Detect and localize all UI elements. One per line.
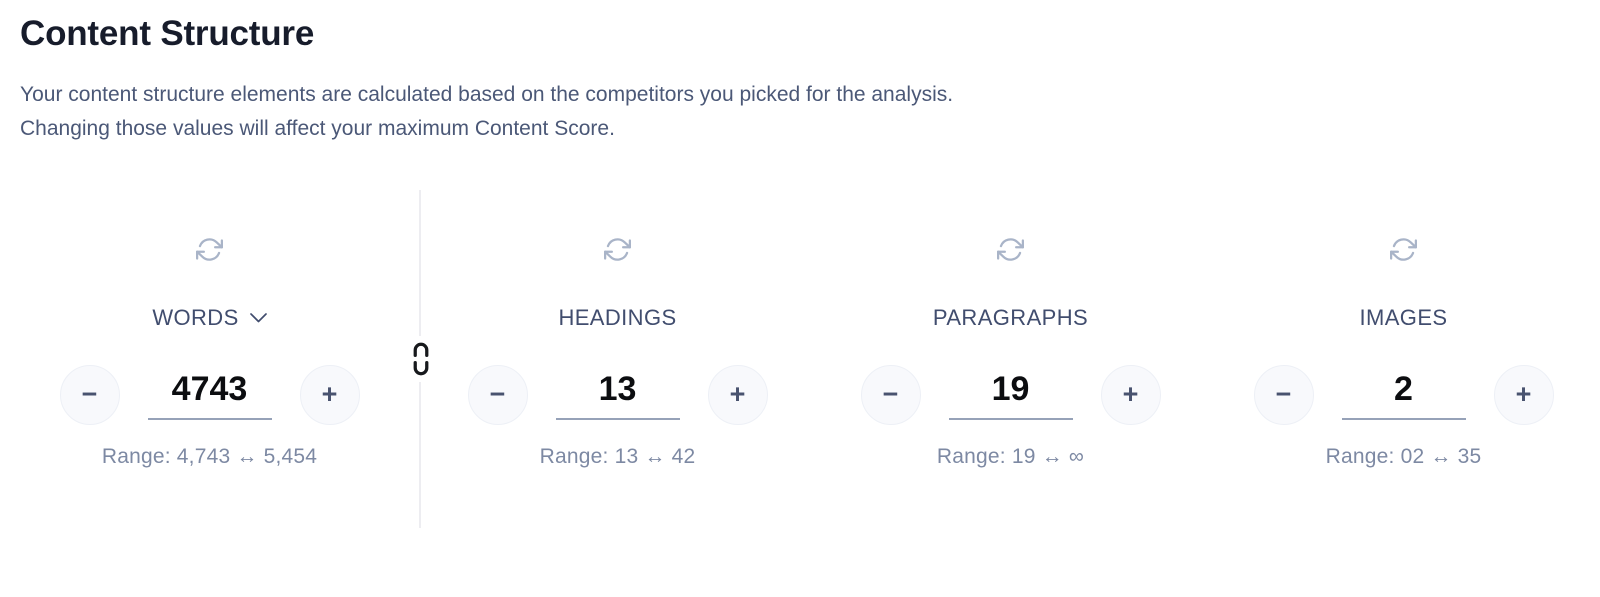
words-label-dropdown[interactable]: WORDS bbox=[152, 305, 267, 331]
refresh-icon bbox=[1390, 237, 1417, 261]
words-label: WORDS bbox=[152, 305, 239, 330]
paragraphs-stepper: − + bbox=[860, 365, 1161, 425]
page-description: Your content structure elements are calc… bbox=[20, 78, 1580, 146]
column-paragraphs: PARAGRAPHS − + Range: 19 ↔ ∞ bbox=[814, 190, 1207, 528]
words-reset-button[interactable] bbox=[196, 235, 224, 263]
column-images: IMAGES − + Range: 02 ↔ 35 bbox=[1207, 190, 1600, 528]
paragraphs-label: PARAGRAPHS bbox=[933, 305, 1088, 331]
headings-decrement-button[interactable]: − bbox=[467, 365, 528, 425]
images-decrement-button[interactable]: − bbox=[1253, 365, 1314, 425]
refresh-icon bbox=[196, 237, 223, 261]
words-value-input[interactable] bbox=[147, 370, 272, 420]
headings-label: HEADINGS bbox=[558, 305, 676, 331]
images-stepper: − + bbox=[1253, 365, 1554, 425]
words-range: Range: 4,743 ↔ 5,454 bbox=[101, 445, 318, 468]
link-icon bbox=[413, 342, 429, 376]
images-reset-button[interactable] bbox=[1390, 235, 1418, 263]
words-stepper: − + bbox=[59, 365, 360, 425]
content-structure-header: Content Structure Your content structure… bbox=[0, 0, 1600, 146]
description-line-2: Changing those values will affect your m… bbox=[20, 117, 615, 140]
paragraphs-increment-button[interactable]: + bbox=[1100, 365, 1161, 425]
paragraphs-range: Range: 19 ↔ ∞ bbox=[936, 445, 1085, 468]
content-structure-controls: WORDS − + Range: 4,743 ↔ 5,454 HEADINGS … bbox=[0, 190, 1600, 528]
images-increment-button[interactable]: + bbox=[1493, 365, 1554, 425]
headings-label-text: HEADINGS bbox=[558, 305, 677, 330]
words-decrement-button[interactable]: − bbox=[59, 365, 120, 425]
link-values-toggle[interactable] bbox=[408, 336, 434, 382]
refresh-icon bbox=[604, 237, 631, 261]
column-words: WORDS − + Range: 4,743 ↔ 5,454 bbox=[0, 190, 421, 528]
images-range: Range: 02 ↔ 35 bbox=[1325, 445, 1482, 468]
page-title: Content Structure bbox=[20, 14, 315, 53]
headings-value-input[interactable] bbox=[555, 370, 680, 420]
paragraphs-decrement-button[interactable]: − bbox=[860, 365, 921, 425]
refresh-icon bbox=[997, 237, 1024, 261]
images-label-text: IMAGES bbox=[1359, 305, 1448, 330]
headings-reset-button[interactable] bbox=[604, 235, 632, 263]
chevron-down-icon bbox=[249, 313, 267, 323]
column-headings: HEADINGS − + Range: 13 ↔ 42 bbox=[421, 190, 814, 528]
words-increment-button[interactable]: + bbox=[299, 365, 360, 425]
paragraphs-reset-button[interactable] bbox=[997, 235, 1025, 263]
headings-increment-button[interactable]: + bbox=[707, 365, 768, 425]
headings-range: Range: 13 ↔ 42 bbox=[539, 445, 696, 468]
paragraphs-value-input[interactable] bbox=[948, 370, 1073, 420]
description-line-1: Your content structure elements are calc… bbox=[20, 83, 954, 106]
images-value-input[interactable] bbox=[1341, 370, 1466, 420]
paragraphs-label-text: PARAGRAPHS bbox=[932, 305, 1089, 330]
images-label: IMAGES bbox=[1360, 305, 1448, 331]
headings-stepper: − + bbox=[467, 365, 768, 425]
